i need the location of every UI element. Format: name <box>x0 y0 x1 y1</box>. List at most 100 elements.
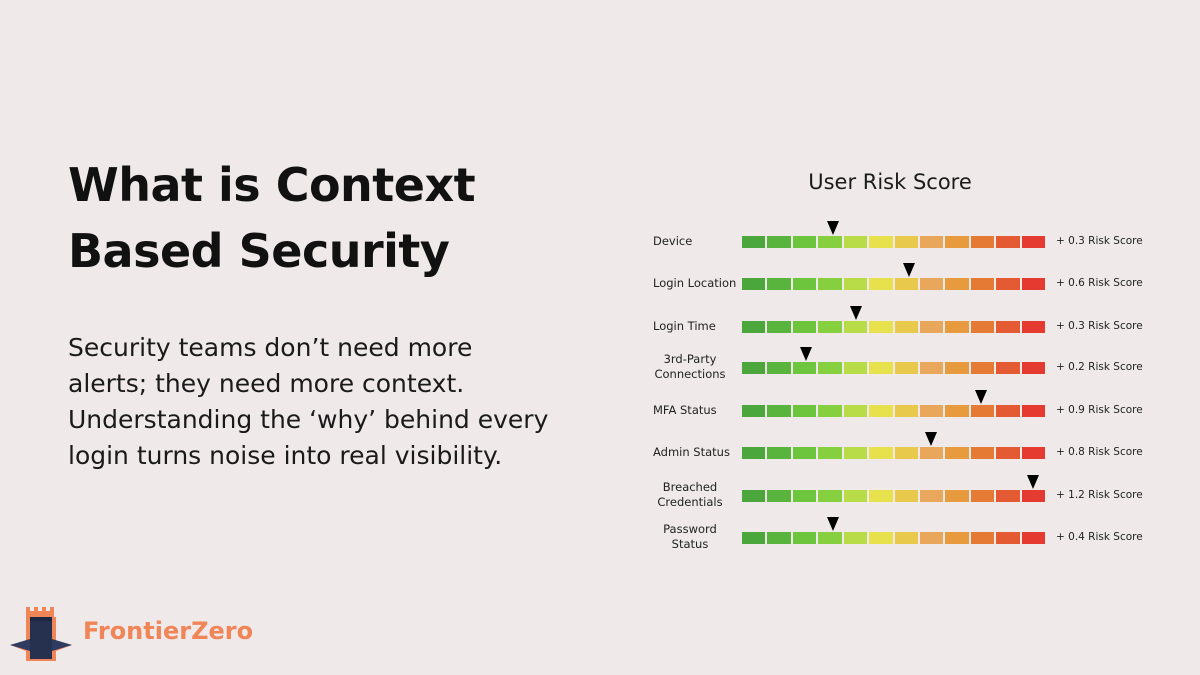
gauge-segment <box>945 278 969 290</box>
gauge-segment <box>1021 447 1046 459</box>
risk-gauge-bar <box>742 236 1046 248</box>
risk-chart-title: User Risk Score <box>808 170 972 194</box>
risk-row: 3rd-Party Connections + 0.2 Risk Score <box>640 347 1160 387</box>
gauge-segment <box>996 490 1020 502</box>
gauge-segment <box>767 490 791 502</box>
body-line-2: alerts; they need more context. <box>68 369 465 398</box>
risk-row: Login Time + 0.3 Risk Score <box>640 306 1160 346</box>
gauge-segment <box>792 532 817 544</box>
gauge-segment <box>843 278 868 290</box>
risk-row-label: Admin Status <box>653 445 753 460</box>
risk-row-label-line: Connections <box>654 367 726 381</box>
gauge-segment <box>792 236 817 248</box>
gauge-segment <box>792 362 817 374</box>
gauge-segment <box>1021 321 1046 333</box>
gauge-segment <box>894 236 918 248</box>
risk-row: Device + 0.3 Risk Score <box>640 221 1160 261</box>
gauge-segment <box>945 447 969 459</box>
risk-row-label-line: Device <box>653 234 693 248</box>
gauge-segment <box>843 447 868 459</box>
gauge-segment <box>843 321 868 333</box>
gauge-segment <box>894 490 918 502</box>
risk-row-label: Login Location <box>653 276 753 291</box>
castle-tower-icon <box>10 607 72 661</box>
gauge-segment <box>1021 405 1046 417</box>
risk-row-label-line: 3rd-Party <box>663 352 717 366</box>
risk-score-value: + 0.8 Risk Score <box>1056 446 1143 458</box>
gauge-segment <box>843 405 868 417</box>
risk-score-value: + 0.9 Risk Score <box>1056 404 1143 416</box>
gauge-segment <box>742 362 766 374</box>
gauge-segment <box>767 532 791 544</box>
gauge-segment <box>818 490 842 502</box>
risk-gauge-bar <box>742 447 1046 459</box>
risk-row: Breached Credentials + 1.2 Risk Score <box>640 475 1160 515</box>
risk-score-value: + 0.4 Risk Score <box>1056 531 1143 543</box>
gauge-segment <box>742 447 766 459</box>
gauge-segment <box>843 236 868 248</box>
gauge-segment <box>919 362 944 374</box>
risk-marker-icon <box>826 517 839 531</box>
gauge-segment <box>869 405 893 417</box>
gauge-segment <box>945 405 969 417</box>
gauge-segment <box>919 321 944 333</box>
risk-row-label: Password Status <box>640 522 740 552</box>
body-line-1: Security teams don’t need more <box>68 333 473 362</box>
gauge-segment <box>970 278 995 290</box>
risk-marker-icon <box>1026 475 1039 489</box>
risk-row: Login Location + 0.6 Risk Score <box>640 263 1160 303</box>
gauge-segment <box>792 278 817 290</box>
gauge-segment <box>894 362 918 374</box>
gauge-segment <box>894 321 918 333</box>
gauge-segment <box>970 447 995 459</box>
risk-score-value: + 1.2 Risk Score <box>1056 489 1143 501</box>
gauge-segment <box>742 321 766 333</box>
risk-row: Password Status + 0.4 Risk Score <box>640 517 1160 557</box>
risk-marker-icon <box>799 347 812 361</box>
gauge-segment <box>792 405 817 417</box>
gauge-segment <box>919 447 944 459</box>
gauge-segment <box>996 447 1020 459</box>
gauge-segment <box>919 405 944 417</box>
page-title-line-1: What is Context <box>68 158 476 212</box>
gauge-segment <box>1021 490 1046 502</box>
gauge-segment <box>792 321 817 333</box>
gauge-segment <box>792 447 817 459</box>
gauge-segment <box>767 321 791 333</box>
gauge-segment <box>1021 532 1046 544</box>
risk-row-label-line: Password <box>663 522 717 536</box>
gauge-segment <box>792 490 817 502</box>
risk-row: MFA Status + 0.9 Risk Score <box>640 390 1160 430</box>
risk-marker-icon <box>975 390 988 404</box>
body-paragraph: Security teams don’t need more alerts; t… <box>68 330 608 474</box>
gauge-segment <box>894 447 918 459</box>
body-line-4: login turns noise into real visibility. <box>68 441 503 470</box>
gauge-segment <box>742 236 766 248</box>
risk-gauge-bar <box>742 532 1046 544</box>
gauge-segment <box>919 236 944 248</box>
risk-score-value: + 0.3 Risk Score <box>1056 320 1143 332</box>
gauge-segment <box>742 532 766 544</box>
risk-marker-icon <box>849 306 862 320</box>
gauge-segment <box>869 278 893 290</box>
gauge-segment <box>869 362 893 374</box>
gauge-segment <box>996 532 1020 544</box>
gauge-segment <box>1021 236 1046 248</box>
gauge-segment <box>843 362 868 374</box>
gauge-segment <box>767 405 791 417</box>
risk-row-label-line: Login Location <box>653 276 737 290</box>
body-line-3: Understanding the ‘why’ behind every <box>68 405 549 434</box>
page-title: What is Context Based Security <box>68 152 588 284</box>
gauge-segment <box>869 490 893 502</box>
gauge-segment <box>767 447 791 459</box>
page-title-line-2: Based Security <box>68 224 450 278</box>
risk-row-label-line: Status <box>671 537 709 551</box>
gauge-segment <box>996 405 1020 417</box>
risk-gauge-bar <box>742 321 1046 333</box>
gauge-segment <box>970 405 995 417</box>
risk-marker-icon <box>902 263 915 277</box>
risk-score-value: + 0.6 Risk Score <box>1056 277 1143 289</box>
gauge-segment <box>894 532 918 544</box>
gauge-segment <box>996 236 1020 248</box>
gauge-segment <box>970 236 995 248</box>
